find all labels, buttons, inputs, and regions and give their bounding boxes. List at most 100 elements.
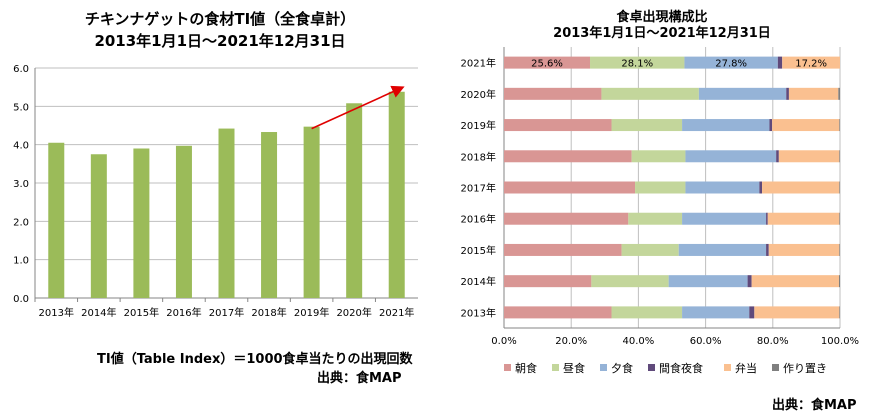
- legend-swatch: [600, 364, 607, 371]
- legend-swatch: [504, 364, 511, 371]
- bar: [218, 128, 235, 298]
- bar: [48, 142, 65, 298]
- legend-label: 昼食: [563, 361, 585, 375]
- right-chart-source: 出典：食MAP: [772, 398, 857, 413]
- bar-segment: [839, 150, 840, 163]
- legend-swatch: [772, 364, 779, 371]
- bar-segment: [777, 56, 783, 69]
- bar: [261, 132, 278, 298]
- bar-segment: [839, 212, 840, 225]
- bar-segment: [504, 87, 602, 100]
- bar-segment: [685, 150, 777, 163]
- bar-segment: [601, 87, 699, 100]
- x-tick-label: 80.0%: [757, 336, 789, 347]
- bar-segment: [631, 150, 686, 163]
- x-tick-label: 2015年: [124, 306, 159, 319]
- y-tick-label: 4.0: [13, 141, 29, 152]
- bar-segment: [504, 119, 612, 132]
- bar-segment: [838, 275, 840, 288]
- left-chart-footnote: TI値（Table Index）＝1000食卓当たりの出現回数: [97, 352, 413, 367]
- left-chart-title: チキンナゲットの食材TI値（全食卓計）: [84, 10, 356, 28]
- data-label: 27.8%: [715, 59, 747, 70]
- bar-segment: [782, 56, 840, 69]
- bar: [175, 145, 192, 298]
- bar-segment: [504, 275, 592, 288]
- x-tick-label: 0.0%: [491, 336, 516, 347]
- left-chart-subtitle: 2013年1月1日～2021年12月31日: [94, 32, 346, 50]
- bar-segment: [682, 306, 750, 319]
- legend-label: 間食夜食: [659, 361, 703, 375]
- bar-segment: [749, 306, 755, 319]
- x-tick-label: 60.0%: [690, 336, 722, 347]
- bar-segment: [698, 87, 787, 100]
- bar: [388, 91, 405, 299]
- bar-segment: [685, 181, 760, 194]
- trend-arrow: [311, 85, 405, 130]
- bar-segment: [504, 56, 591, 69]
- y-tick-label: 2017年: [461, 182, 496, 195]
- bar-segment: [776, 150, 779, 163]
- bar-segment: [839, 181, 840, 194]
- bar-segment: [504, 306, 612, 319]
- bar-segment: [759, 181, 763, 194]
- x-tick-label: 2016年: [166, 306, 201, 319]
- y-tick-label: 2013年: [461, 306, 496, 319]
- legend-label: 夕食: [611, 361, 633, 375]
- bar-segment: [762, 181, 840, 194]
- y-tick-label: 3.0: [13, 179, 29, 190]
- y-tick-label: 2.0: [13, 217, 29, 228]
- x-tick-label: 2020年: [336, 306, 371, 319]
- bar-segment: [839, 119, 840, 132]
- y-tick-label: 2015年: [461, 244, 496, 257]
- left-chart-source: 出典：食MAP: [317, 371, 402, 386]
- bar-segment: [747, 275, 752, 288]
- bar-segment: [772, 119, 840, 132]
- bar-segment: [839, 306, 840, 319]
- x-tick-label: 2017年: [209, 306, 244, 319]
- bar-segment: [838, 87, 840, 100]
- bar: [346, 103, 363, 299]
- bar-segment: [684, 56, 778, 69]
- bar-segment: [504, 150, 632, 163]
- y-tick-label: 6.0: [13, 64, 29, 75]
- x-tick-label: 2014年: [81, 306, 116, 319]
- right-chart-subtitle: 2013年1月1日～2021年12月31日: [553, 26, 771, 41]
- bar-segment: [751, 275, 839, 288]
- y-tick-label: 2018年: [461, 150, 496, 163]
- bar-segment: [590, 56, 685, 69]
- bar-segment: [591, 275, 669, 288]
- bar-segment: [504, 181, 636, 194]
- data-label: 25.6%: [531, 59, 563, 70]
- legend-swatch: [724, 364, 731, 371]
- bar-segment: [766, 243, 769, 256]
- x-tick-label: 40.0%: [623, 336, 655, 347]
- y-tick-label: 2016年: [461, 213, 496, 226]
- y-tick-label: 5.0: [13, 102, 29, 113]
- legend-label: 弁当: [735, 361, 757, 375]
- right-stacked-bar-chart: 0.0% 20.0% 40.0% 60.0% 80.0% 100.0% 2021年 25.6%…: [461, 47, 859, 375]
- bar-segment: [611, 306, 683, 319]
- y-tick-label: 1.0: [13, 256, 29, 267]
- bar-segment: [766, 212, 768, 225]
- bar-segment: [754, 306, 840, 319]
- y-tick-label: 2021年: [461, 57, 496, 70]
- x-tick-label: 2018年: [251, 306, 286, 319]
- bar-segment: [769, 119, 773, 132]
- bar: [90, 154, 107, 298]
- bar: [303, 126, 320, 299]
- x-tick-label: 100.0%: [821, 336, 859, 347]
- legend-swatch: [648, 364, 655, 371]
- y-tick-label: 0.0: [13, 294, 29, 305]
- bar-segment: [611, 119, 683, 132]
- bar-segment: [628, 212, 683, 225]
- bar-segment: [786, 87, 789, 100]
- legend-label: 作り置き: [783, 362, 827, 375]
- bar-segment: [682, 119, 770, 132]
- left-bar-chart: 0.0 1.0 2.0 3.0 4.0 5.0 6.0 2013年 2014年 2015年 2016…: [13, 64, 418, 319]
- x-tick-label: 2021年: [379, 306, 414, 319]
- bar-segment: [504, 212, 629, 225]
- x-tick-label: 2013年: [39, 306, 74, 319]
- y-tick-label: 2020年: [461, 88, 496, 101]
- y-tick-label: 2019年: [461, 119, 496, 132]
- y-tick-label: 2014年: [461, 275, 496, 288]
